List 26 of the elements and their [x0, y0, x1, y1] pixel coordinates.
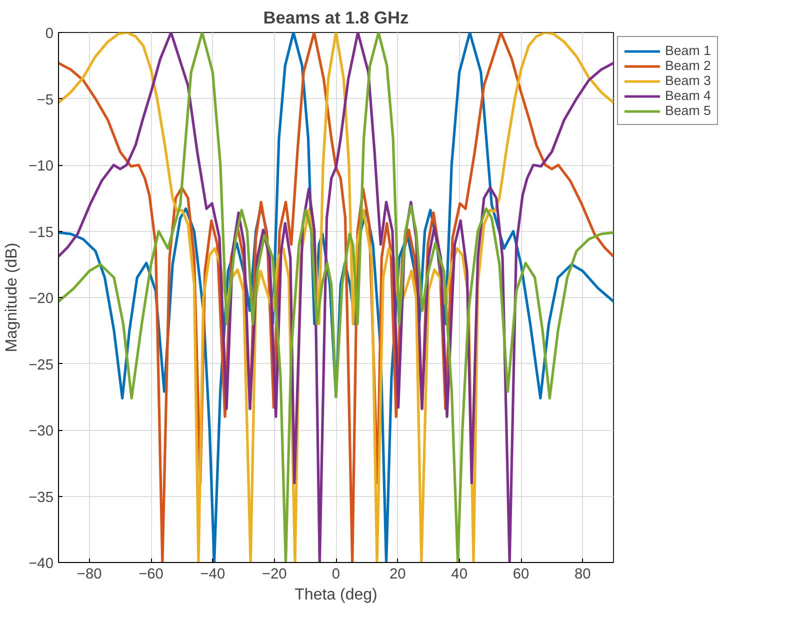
y-tick-label: −20 — [28, 291, 54, 307]
x-tick-label: 0 — [332, 566, 340, 582]
legend-label: Beam 1 — [665, 43, 711, 58]
x-tick-label: −40 — [200, 566, 226, 582]
x-tick-label: 80 — [574, 566, 591, 582]
legend-label: Beam 4 — [665, 88, 711, 103]
y-tick-label: 0 — [45, 26, 54, 42]
x-tick-label: 60 — [512, 566, 530, 582]
y-tick-label: −35 — [28, 490, 54, 506]
x-tick-label: −80 — [76, 566, 102, 582]
y-tick-label: −10 — [28, 158, 54, 174]
chart-title: Beams at 1.8 GHz — [263, 8, 410, 28]
y-tick-label: −5 — [36, 92, 54, 108]
y-axis-title: Magnitude (dB) — [4, 242, 21, 352]
x-tick-label: −20 — [262, 566, 287, 582]
y-tick-label: −40 — [28, 556, 54, 572]
x-axis-title: Theta (deg) — [294, 586, 378, 604]
legend-label: Beam 5 — [665, 103, 711, 118]
legend-label: Beam 2 — [665, 58, 711, 73]
y-tick-label: −30 — [28, 424, 54, 440]
y-tick-label: −15 — [28, 224, 54, 241]
x-tick-label: 40 — [451, 566, 468, 582]
legend-label: Beam 3 — [665, 73, 711, 88]
x-tick-label: 20 — [390, 566, 406, 582]
x-tick-label: −60 — [138, 566, 164, 582]
y-tick-label: −25 — [28, 357, 54, 374]
